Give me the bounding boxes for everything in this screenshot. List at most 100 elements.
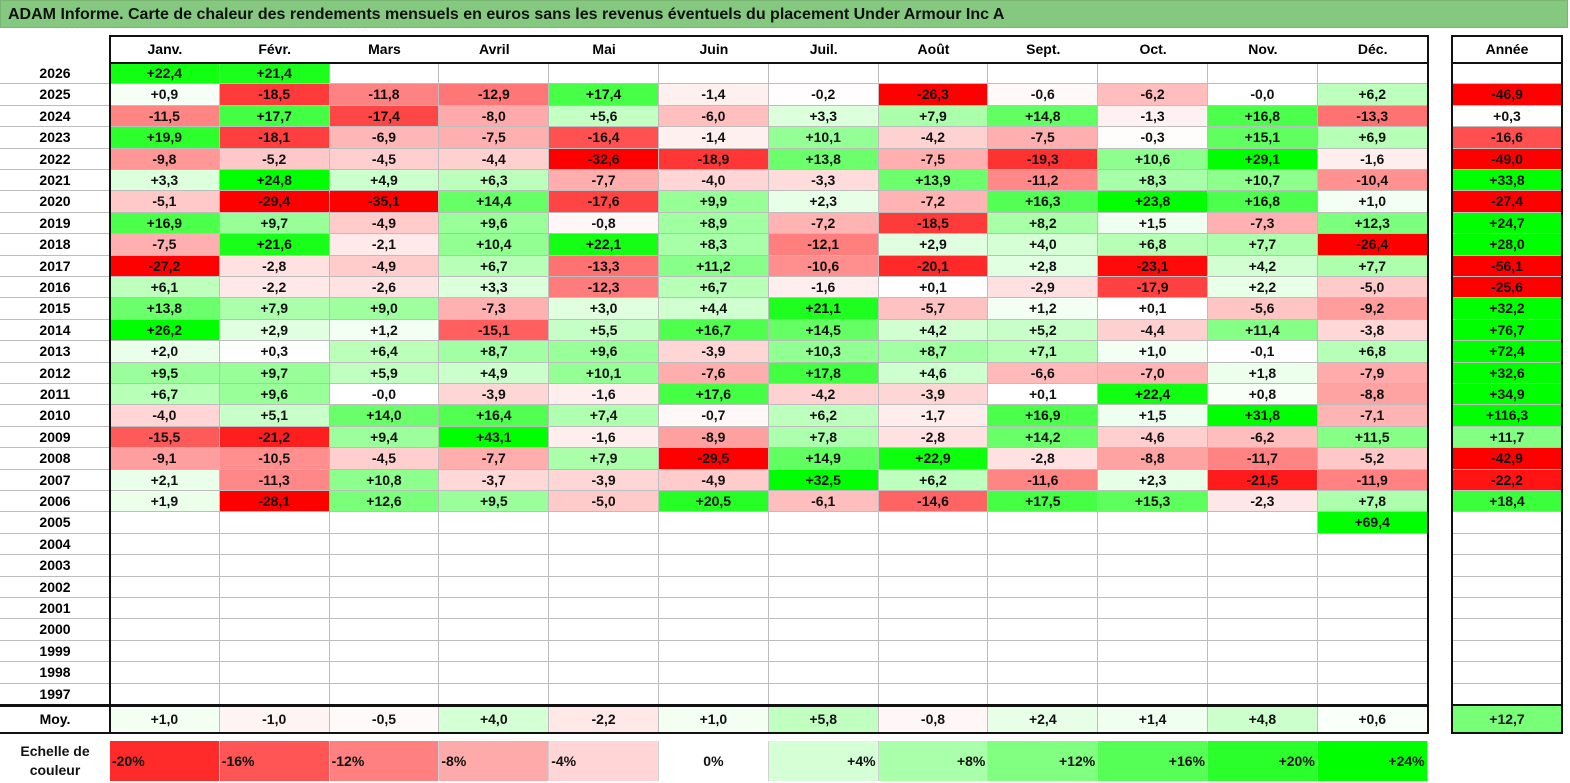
heatmap-cell: +9,5: [439, 491, 550, 513]
heatmap-cell: [549, 619, 659, 641]
heatmap-cell: +10,1: [768, 127, 879, 149]
heatmap-cell: +2,0: [110, 341, 220, 363]
average-cell: -2,2: [549, 706, 659, 733]
annual-cell: -49,0: [1452, 148, 1562, 170]
heatmap-cell: [659, 619, 769, 641]
heatmap-cell: [1317, 662, 1428, 684]
heatmap-cell: -28,1: [219, 491, 330, 513]
heatmap-cell: [659, 662, 769, 684]
heatmap-cell: [219, 619, 330, 641]
heatmap-cell: +6,7: [659, 277, 769, 299]
heatmap-cell: [439, 619, 550, 641]
month-header: Mai: [592, 41, 616, 57]
annual-cell: +116,3: [1452, 405, 1562, 427]
heatmap-cell: -6,0: [659, 105, 769, 128]
scale-swatch: -8%: [439, 741, 550, 781]
heatmap-cell: [549, 555, 659, 577]
average-cell: -1,0: [219, 706, 330, 733]
heatmap-cell: +10,6: [1098, 148, 1208, 170]
heatmap-cell: -2,8: [878, 426, 989, 449]
table-border: [1451, 704, 1563, 706]
month-header: Avril: [478, 41, 510, 57]
heatmap-cell: [549, 512, 659, 534]
heatmap-cell: +4,9: [439, 362, 550, 384]
heatmap-cell: -4,0: [110, 405, 220, 427]
heatmap-cell: +9,4: [329, 426, 440, 449]
annual-cell: -16,6: [1452, 127, 1562, 149]
heatmap-cell: [988, 555, 1099, 577]
heatmap-cell: +31,8: [1208, 405, 1318, 427]
heatmap-cell: [329, 555, 440, 577]
heatmap-cell: +6,7: [110, 384, 220, 406]
row-year-label: 2022: [0, 149, 110, 170]
heatmap-cell: [329, 662, 440, 684]
heatmap-cell: +7,9: [878, 105, 989, 128]
heatmap-cell: -3,9: [659, 341, 769, 363]
heatmap-cell: +7,7: [1317, 255, 1428, 277]
row-year-label: 2003: [0, 555, 110, 577]
heatmap-cell: [1098, 683, 1208, 705]
heatmap-cell: +2,3: [1098, 469, 1208, 491]
heatmap-cell: +14,0: [329, 405, 440, 427]
heatmap-cell: -29,5: [659, 448, 769, 470]
heatmap-cell: [219, 576, 330, 598]
table-border: [109, 35, 1429, 37]
heatmap-cell: -2,1: [329, 234, 440, 256]
heatmap-cell: +5,2: [988, 319, 1099, 342]
heatmap-cell: +22,9: [878, 448, 989, 470]
heatmap-cell: +16,8: [1208, 191, 1318, 213]
heatmap-cell: -0,8: [549, 212, 659, 235]
heatmap-cell: -0,6: [988, 84, 1099, 106]
heatmap-cell: -7,5: [439, 127, 550, 149]
heatmap-cell: +4,9: [329, 170, 440, 192]
heatmap-cell: [988, 662, 1099, 684]
heatmap-cell: [1317, 576, 1428, 598]
heatmap-cell: [110, 619, 220, 641]
annual-cell: +24,7: [1452, 212, 1562, 235]
heatmap-cell: +5,1: [219, 405, 330, 427]
heatmap-cell: -2,2: [219, 277, 330, 299]
heatmap-cell: +0,1: [988, 384, 1099, 406]
heatmap-cell: +16,9: [988, 405, 1099, 427]
annual-cell: [1452, 533, 1562, 556]
heatmap-cell: [768, 662, 879, 684]
heatmap-cell: +3,3: [439, 277, 550, 299]
heatmap-cell: -3,7: [439, 469, 550, 491]
heatmap-cell: +0,1: [1098, 298, 1208, 320]
heatmap-cell: [329, 619, 440, 641]
heatmap-cell: -11,3: [219, 469, 330, 491]
heatmap-cell: [1208, 683, 1318, 705]
heatmap-cell: +12,6: [329, 491, 440, 513]
heatmap-cell: [439, 640, 550, 663]
heatmap-cell: -2,8: [219, 255, 330, 277]
heatmap-cell: [549, 576, 659, 598]
table-border: [109, 62, 1429, 64]
annual-cell: [1452, 662, 1562, 684]
average-cell: +4,8: [1208, 706, 1318, 733]
month-header: Sept.: [1026, 41, 1061, 57]
scale-label-line: Echelle de: [20, 743, 90, 759]
heatmap-cell: +14,8: [988, 105, 1099, 128]
heatmap-cell: +6,7: [439, 255, 550, 277]
heatmap-cell: [1098, 512, 1208, 534]
heatmap-cell: -5,0: [549, 491, 659, 513]
heatmap-cell: [219, 683, 330, 705]
table-border: [1451, 35, 1453, 734]
heatmap-cell: -18,9: [659, 148, 769, 170]
row-year-label: 2013: [0, 341, 110, 363]
heatmap-cell: [110, 512, 220, 534]
heatmap-cell: +20,5: [659, 491, 769, 513]
heatmap-cell: [1317, 683, 1428, 705]
row-year-label: 2017: [0, 256, 110, 277]
heatmap-cell: +0,8: [1208, 384, 1318, 406]
heatmap-cell: -4,5: [329, 148, 440, 170]
heatmap-cell: +2,8: [988, 255, 1099, 277]
scale-swatch: +16%: [1098, 741, 1208, 781]
heatmap-cell: +8,7: [439, 341, 550, 363]
heatmap-cell: -4,0: [659, 170, 769, 192]
row-year-label: 2001: [0, 598, 110, 620]
heatmap-cell: [110, 662, 220, 684]
annual-cell: [1452, 576, 1562, 598]
heatmap-cell: +4,6: [878, 362, 989, 384]
heatmap-cell: +2,3: [768, 191, 879, 213]
